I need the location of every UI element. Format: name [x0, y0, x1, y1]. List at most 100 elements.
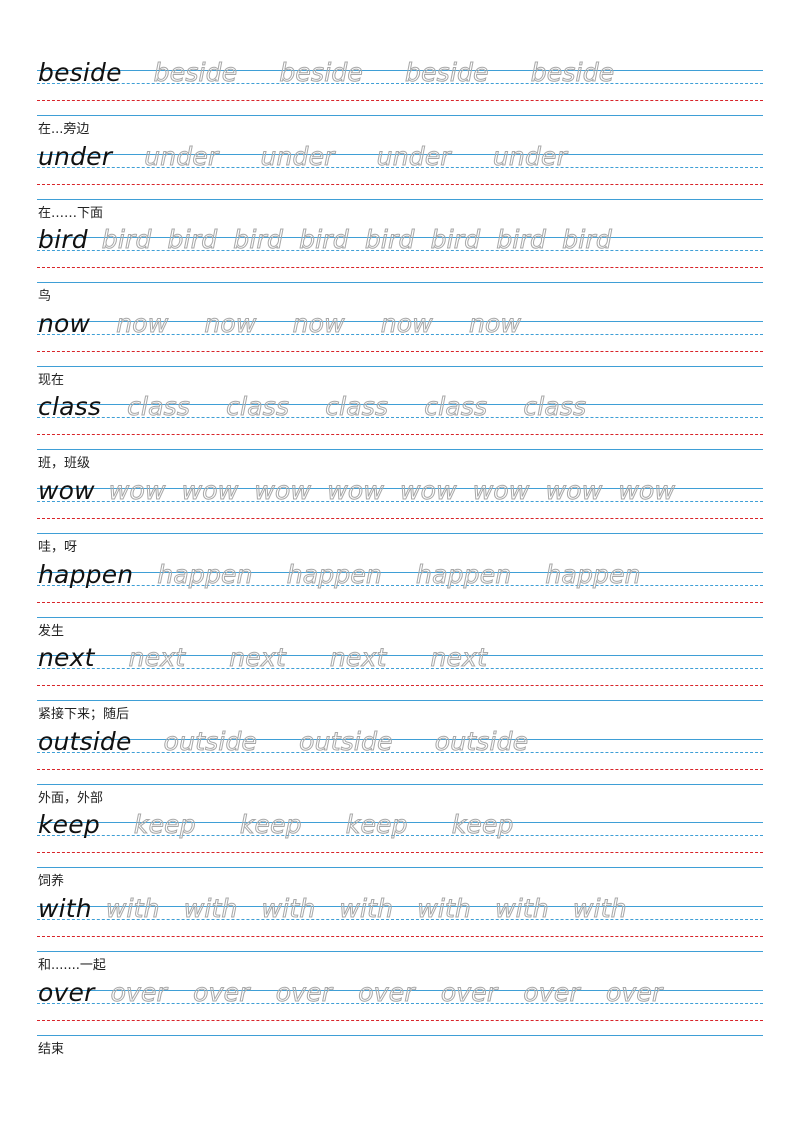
trace-word: with: [339, 894, 394, 924]
guide-rule: [37, 199, 763, 200]
worksheet-row: beside beside beside beside beside 在...旁边: [0, 58, 800, 154]
four-line-ruling: [37, 906, 763, 966]
trace-word: beside: [530, 58, 615, 88]
word-meaning: 现在: [38, 373, 65, 388]
trace-word: with: [495, 894, 550, 924]
four-line-ruling: [37, 404, 763, 464]
model-word: wow: [38, 476, 95, 505]
trace-word: now: [380, 309, 433, 339]
model-word: happen: [38, 560, 134, 589]
trace-word: over: [275, 978, 333, 1008]
baseline-rule: [37, 100, 763, 101]
guide-rule: [37, 784, 763, 785]
trace-word: wow: [181, 476, 239, 506]
trace-word: happen: [416, 560, 512, 590]
four-line-ruling: [37, 237, 763, 297]
trace-word: bird: [430, 225, 481, 255]
worksheet-row: with with with with with with with with 和.......…: [0, 894, 800, 990]
word-meaning: 饲养: [38, 874, 65, 889]
baseline-rule: [37, 685, 763, 686]
worksheet-row: under under under under under 在……下面: [0, 142, 800, 238]
word-line: now now now now now now: [38, 308, 521, 340]
trace-word: over: [110, 978, 168, 1008]
worksheet-row: next next next next next 紧接下来；随后: [0, 643, 800, 739]
trace-word: outside: [434, 727, 529, 757]
word-line: under under under under under: [38, 141, 567, 173]
guide-rule: [37, 334, 763, 335]
trace-word: next: [329, 643, 387, 673]
word-line: with with with with with with with with: [38, 893, 627, 925]
model-word: bird: [38, 225, 88, 254]
model-word: under: [38, 142, 113, 171]
worksheet-row: class class class class class class 班，班级: [0, 392, 800, 488]
trace-word: with: [105, 894, 160, 924]
trace-word: beside: [405, 58, 489, 88]
trace-word: wow: [618, 476, 676, 506]
guide-rule: [37, 617, 763, 618]
model-word: now: [38, 309, 91, 338]
guide-rule: [37, 572, 763, 573]
word-meaning: 鸟: [38, 289, 52, 304]
baseline-rule: [37, 1020, 763, 1021]
four-line-ruling: [37, 990, 763, 1050]
trace-word: under: [376, 142, 451, 172]
guide-rule: [37, 404, 763, 405]
trace-word: class: [226, 392, 290, 422]
model-word: over: [38, 978, 95, 1007]
guide-rule: [37, 1035, 763, 1036]
guide-rule: [37, 70, 763, 71]
word-meaning: 结束: [38, 1042, 65, 1057]
four-line-ruling: [37, 154, 763, 214]
guide-rule: [37, 919, 763, 920]
baseline-rule: [37, 602, 763, 603]
word-line: outside outside outside outside: [38, 726, 529, 758]
baseline-rule: [37, 184, 763, 185]
guide-rule: [37, 250, 763, 251]
trace-word: over: [605, 978, 663, 1008]
trace-word: under: [144, 142, 219, 172]
four-line-ruling: [37, 488, 763, 548]
four-line-ruling: [37, 70, 763, 130]
trace-word: next: [430, 643, 488, 673]
baseline-rule: [37, 936, 763, 937]
baseline-rule: [37, 769, 763, 770]
trace-word: wow: [545, 476, 603, 506]
trace-word: keep: [133, 810, 196, 840]
trace-word: wow: [472, 476, 530, 506]
trace-word: beside: [153, 58, 238, 88]
trace-word: under: [260, 142, 335, 172]
guide-rule: [37, 115, 763, 116]
word-line: bird bird bird bird bird bird bird bird bird: [38, 224, 612, 256]
guide-rule: [37, 237, 763, 238]
guide-rule: [37, 501, 763, 502]
trace-word: keep: [239, 810, 302, 840]
guide-rule: [37, 951, 763, 952]
four-line-ruling: [37, 321, 763, 381]
word-line: keep keep keep keep keep: [38, 809, 514, 841]
trace-word: class: [325, 392, 389, 422]
guide-rule: [37, 282, 763, 283]
trace-word: bird: [101, 225, 152, 255]
model-word: with: [38, 894, 92, 923]
guide-rule: [37, 835, 763, 836]
model-word: outside: [38, 727, 132, 756]
model-word: keep: [38, 810, 100, 839]
guide-rule: [37, 417, 763, 418]
trace-word: over: [440, 978, 498, 1008]
trace-word: keep: [451, 810, 514, 840]
word-line: wow wow wow wow wow wow wow wow wow: [38, 475, 675, 507]
word-line: class class class class class class: [38, 391, 587, 423]
model-word: beside: [38, 58, 122, 87]
guide-rule: [37, 321, 763, 322]
four-line-ruling: [37, 572, 763, 632]
trace-word: bird: [562, 225, 613, 255]
trace-word: over: [358, 978, 415, 1008]
guide-rule: [37, 533, 763, 534]
guide-rule: [37, 488, 763, 489]
worksheet-row: wow wow wow wow wow wow wow wow wow 哇，呀: [0, 476, 800, 572]
word-meaning: 在...旁边: [38, 122, 90, 137]
word-meaning: 紧接下来；随后: [38, 707, 130, 722]
word-meaning: 在……下面: [38, 206, 104, 221]
guide-rule: [37, 366, 763, 367]
guide-rule: [37, 906, 763, 907]
